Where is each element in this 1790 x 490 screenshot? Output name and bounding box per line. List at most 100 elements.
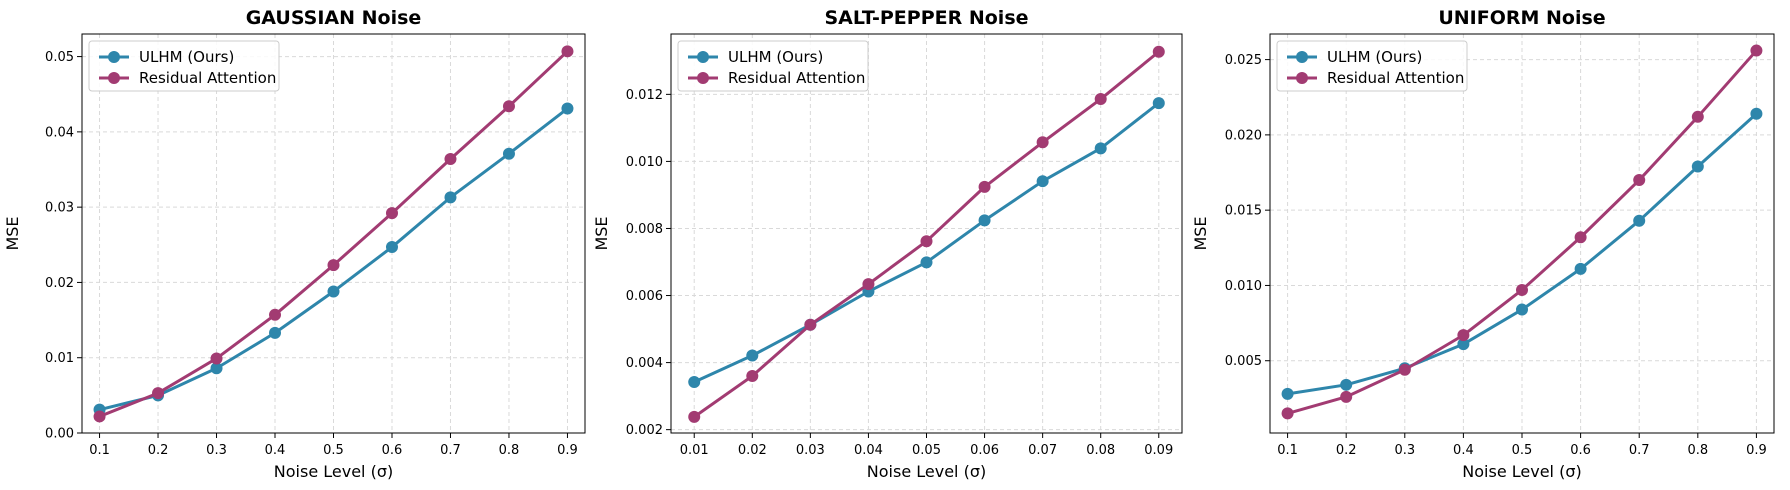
- data-point: [561, 102, 574, 115]
- legend-label: Residual Attention: [728, 69, 865, 87]
- data-point: [1094, 93, 1107, 106]
- data-point: [444, 152, 457, 165]
- x-tick-label: 0.6: [382, 443, 403, 458]
- x-tick-label: 0.04: [854, 443, 883, 458]
- data-point: [920, 256, 933, 269]
- chart-title: SALT-PEPPER Noise: [824, 7, 1028, 29]
- data-point: [1094, 142, 1107, 155]
- data-point: [152, 387, 165, 400]
- x-tick-label: 0.08: [1086, 443, 1115, 458]
- chart-panel-1: 0.1 0.2 0.3 0.4 0.5 0.6 0.7 0.8 0.9 0.00 0.01 0.02 0…: [3, 7, 586, 481]
- x-tick-label: 0.06: [970, 443, 999, 458]
- x-tick-label: 0.4: [265, 443, 286, 458]
- legend-label: ULHM (Ours): [1327, 48, 1422, 66]
- legend-label: ULHM (Ours): [728, 48, 823, 66]
- data-point: [502, 100, 515, 113]
- data-point: [385, 207, 398, 220]
- x-tick-label: 0.3: [1394, 443, 1415, 458]
- y-tick-label: 0.020: [1225, 128, 1262, 143]
- chart-panel-2: 0.01 0.02 0.03 0.04 0.05 0.06 0.07 0.08 0.09 0.00…: [592, 7, 1183, 481]
- legend-marker: [697, 51, 709, 63]
- plot-frame: [670, 33, 1183, 434]
- data-point: [1574, 231, 1587, 244]
- x-tick-label: 0.2: [1336, 443, 1357, 458]
- data-point: [1516, 303, 1528, 316]
- x-tick-label: 0.5: [1512, 443, 1533, 458]
- data-point: [1457, 338, 1470, 351]
- y-tick-label: 0.05: [45, 50, 74, 65]
- x-tick-label: 0.1: [89, 443, 110, 458]
- y-tick-label: 0.03: [45, 201, 74, 216]
- legend-label: Residual Attention: [139, 69, 276, 87]
- data-point: [746, 370, 759, 382]
- data-point: [1340, 378, 1353, 391]
- x-tick-label: 0.9: [1746, 443, 1767, 458]
- x-tick-label: 0.6: [1570, 443, 1591, 458]
- data-point: [1750, 44, 1763, 57]
- data-point: [920, 235, 933, 248]
- data-point: [269, 326, 282, 339]
- data-point: [1574, 262, 1587, 275]
- y-axis-label: MSE: [592, 216, 611, 250]
- data-point: [1633, 174, 1646, 187]
- chart-title: UNIFORM Noise: [1438, 7, 1605, 29]
- y-tick-label: 0.025: [1225, 53, 1262, 68]
- y-axis-label: MSE: [1191, 216, 1210, 250]
- data-point: [1691, 160, 1704, 173]
- x-tick-label: 0.8: [499, 443, 520, 458]
- x-tick-label: 0.03: [796, 443, 825, 458]
- chart-title: GAUSSIAN Noise: [246, 7, 422, 29]
- legend: [677, 40, 869, 92]
- data-point: [804, 318, 817, 331]
- legend-marker: [1296, 72, 1308, 84]
- data-point: [978, 214, 991, 227]
- data-point: [269, 308, 282, 321]
- x-axis-label: Noise Level (σ): [867, 462, 986, 481]
- data-point: [561, 45, 574, 58]
- y-tick-label: 0.006: [626, 289, 663, 304]
- x-tick-label: 0.9: [557, 443, 578, 458]
- data-point: [688, 410, 701, 423]
- legend-label: ULHM (Ours): [139, 48, 234, 66]
- data-point: [1398, 363, 1411, 376]
- x-tick-label: 0.09: [1144, 443, 1173, 458]
- legend: [88, 40, 280, 92]
- y-tick-label: 0.004: [626, 356, 663, 371]
- y-tick-label: 0.04: [45, 125, 74, 140]
- x-tick-label: 0.02: [738, 443, 767, 458]
- legend-marker: [108, 51, 120, 63]
- x-tick-label: 0.4: [1453, 443, 1474, 458]
- chart-panel-3: 0.1 0.2 0.3 0.4 0.5 0.6 0.7 0.8 0.9 0.005 0.010 0.0…: [1191, 7, 1775, 481]
- y-tick-label: 0.002: [626, 423, 663, 438]
- data-point: [688, 376, 701, 389]
- data-point: [746, 349, 759, 362]
- y-tick-label: 0.00: [45, 427, 74, 442]
- data-point: [1152, 45, 1165, 58]
- x-axis-label: Noise Level (σ): [1462, 462, 1581, 481]
- x-tick-label: 0.7: [1629, 443, 1650, 458]
- data-point: [1691, 110, 1704, 123]
- data-point: [93, 410, 106, 423]
- legend: [1276, 40, 1468, 92]
- data-point: [862, 278, 875, 291]
- y-axis-label: MSE: [3, 216, 22, 250]
- y-tick-label: 0.010: [1225, 279, 1262, 294]
- y-tick-label: 0.010: [626, 155, 663, 170]
- y-tick-label: 0.01: [45, 351, 74, 366]
- data-point: [1516, 283, 1528, 296]
- data-point: [502, 147, 515, 160]
- data-point: [1281, 387, 1294, 400]
- y-tick-label: 0.012: [626, 88, 663, 103]
- x-tick-label: 0.3: [206, 443, 227, 458]
- legend-marker: [1296, 51, 1308, 63]
- x-tick-label: 0.1: [1277, 443, 1298, 458]
- data-point: [978, 180, 991, 193]
- y-tick-label: 0.02: [45, 276, 74, 291]
- legend-label: Residual Attention: [1327, 69, 1464, 87]
- data-point: [1750, 107, 1763, 120]
- data-point: [444, 191, 457, 204]
- x-tick-label: 0.5: [323, 443, 344, 458]
- data-point: [1036, 175, 1049, 188]
- data-point: [210, 352, 223, 365]
